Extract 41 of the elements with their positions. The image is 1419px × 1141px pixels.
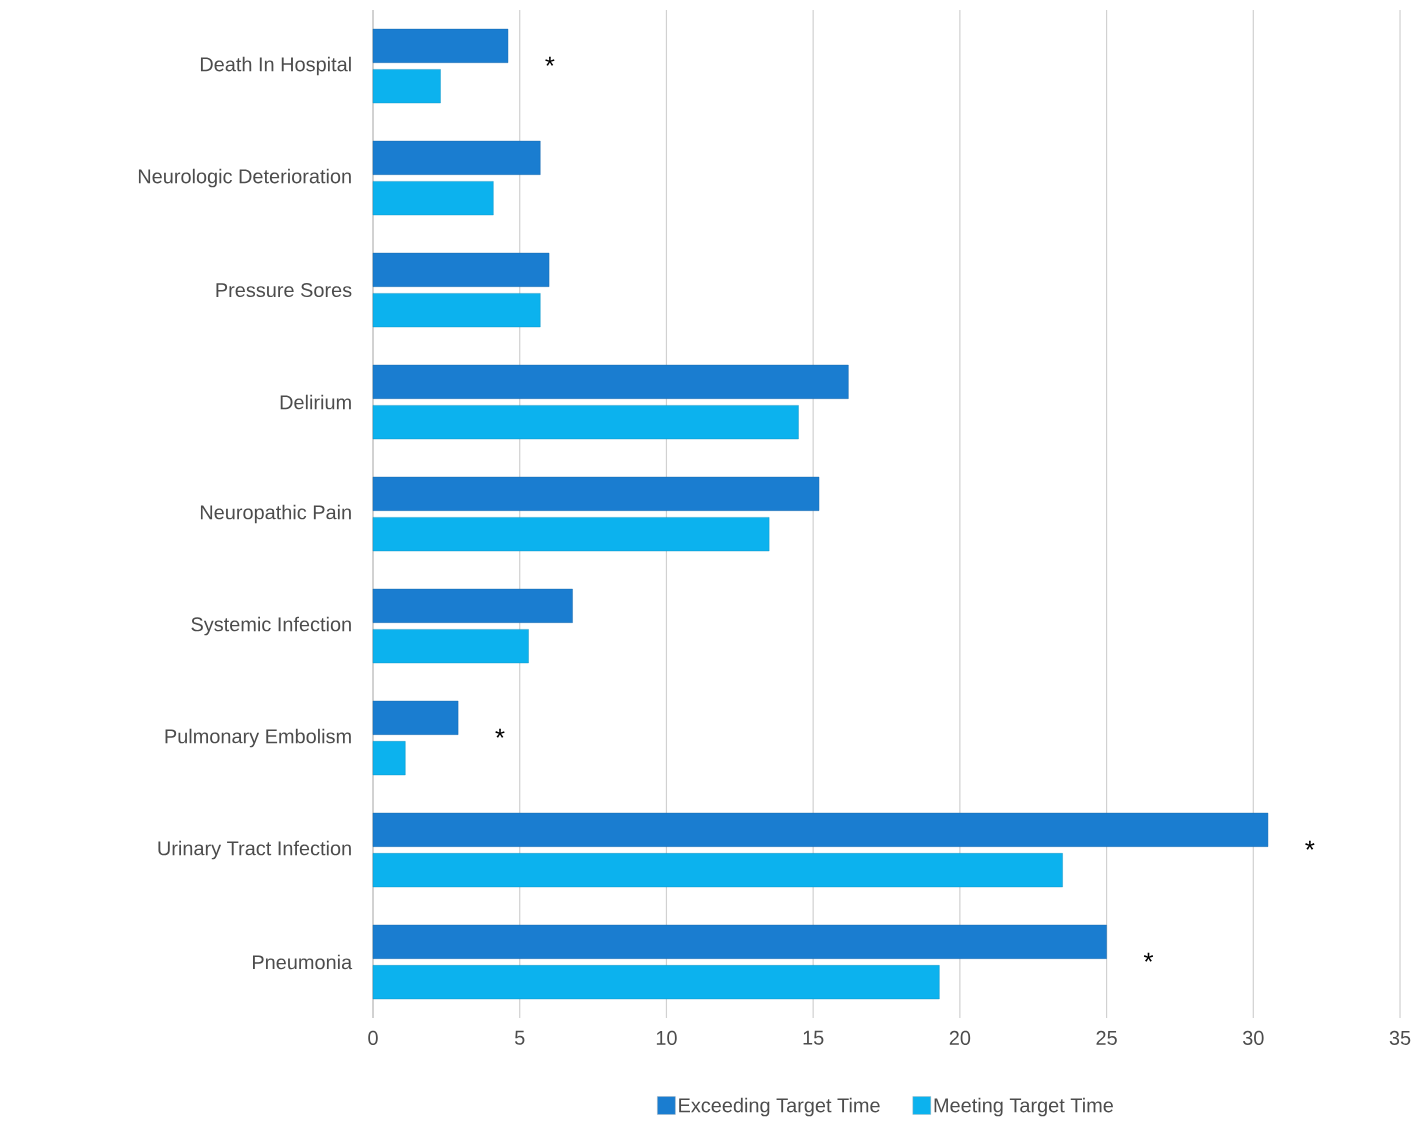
x-tick-label: 30	[1242, 1030, 1264, 1045]
y-tick-label: Urinary Tract Infection	[158, 840, 351, 860]
x-tick-label: 20	[949, 1030, 971, 1045]
legend-label: Exceeding Target Time	[679, 1097, 880, 1117]
bar	[372, 69, 441, 104]
y-tick-label: Neuropathic Pain	[200, 504, 351, 524]
y-tick-label: Delirium	[280, 394, 351, 410]
annotation: *	[545, 56, 555, 66]
bar	[372, 476, 820, 511]
x-tick-label: 15	[803, 1030, 824, 1045]
bar	[372, 588, 573, 623]
bar	[372, 405, 799, 440]
y-tick-label: Pressure Sores	[216, 282, 352, 298]
bar	[372, 293, 541, 328]
bar	[372, 364, 849, 399]
y-tick-label: Pneumonia	[253, 954, 353, 970]
y-tick-label: Systemic Infection	[191, 616, 351, 636]
bar	[372, 741, 406, 776]
bar	[372, 629, 529, 664]
bar	[372, 28, 509, 63]
x-tick-label: 10	[656, 1030, 677, 1045]
y-tick-label: Pulmonary Embolism	[165, 728, 351, 748]
bar	[372, 700, 459, 735]
bar	[372, 853, 1063, 888]
y-tick-label: Neurologic Deterioration	[138, 168, 351, 188]
bar	[372, 140, 541, 175]
x-tick-label: 25	[1096, 1030, 1117, 1045]
bar	[372, 924, 1107, 959]
annotation: *	[495, 728, 505, 738]
bar	[372, 812, 1269, 847]
x-tick-label: 5	[514, 1030, 525, 1045]
bar	[372, 517, 770, 552]
x-tick-label: 0	[368, 1030, 378, 1045]
y-tick-label: Death In Hospital	[200, 56, 351, 76]
bar	[372, 965, 940, 1000]
legend-label: Meeting Target Time	[934, 1097, 1113, 1117]
bar	[372, 252, 550, 287]
annotation: *	[1305, 840, 1315, 850]
bar	[372, 181, 494, 216]
x-tick-label: 35	[1389, 1030, 1411, 1045]
annotation: *	[1143, 952, 1154, 962]
